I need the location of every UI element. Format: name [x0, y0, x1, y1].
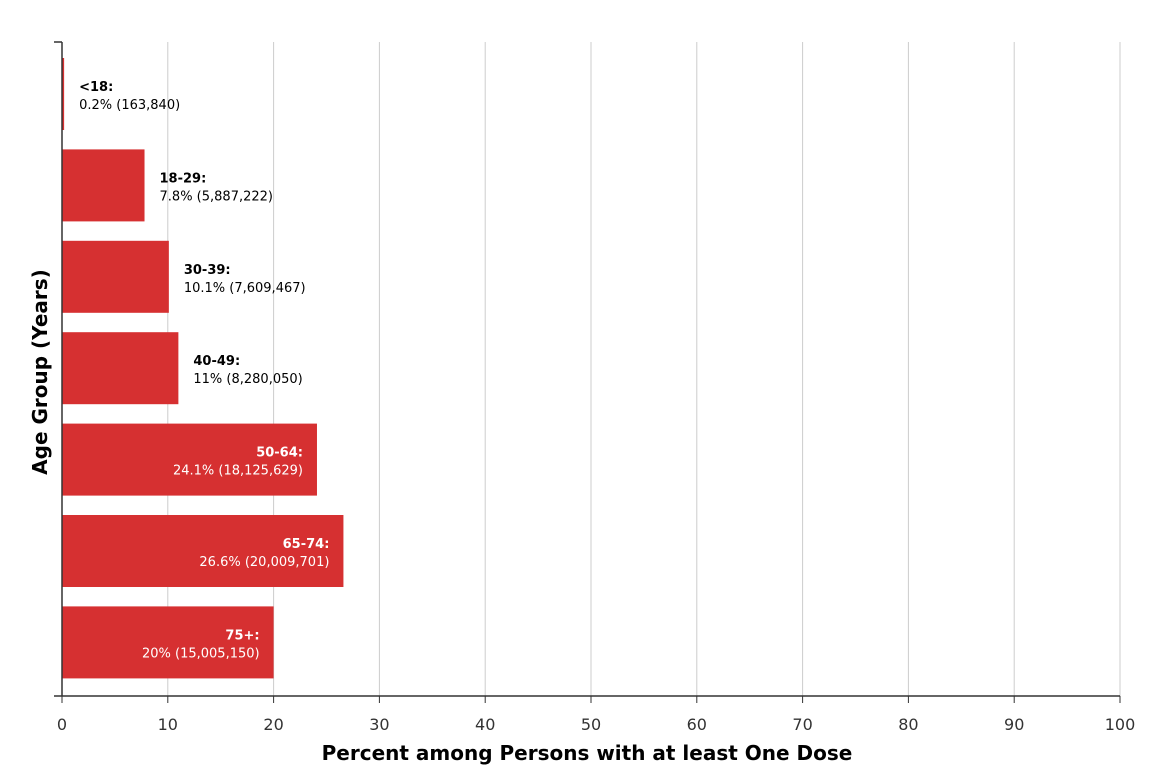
axes-group: 0 10 20 30 40 50 60 70 80 90 100	[54, 41, 1136, 734]
x-tick-label: 50	[581, 715, 601, 734]
y-axis-title: Age Group (Years)	[28, 269, 52, 475]
bar-value-label: 24.1% (18,125,629)	[173, 464, 303, 479]
x-tick-label: 60	[687, 715, 707, 734]
bar	[62, 606, 274, 679]
x-tick-label: 30	[369, 715, 389, 734]
bar-group-label: 40-49:	[193, 354, 240, 369]
x-axis-title: Percent among Persons with at least One …	[322, 741, 853, 765]
bar-value-label: 0.2% (163,840)	[79, 98, 180, 113]
bar-value-label: 7.8% (5,887,222)	[160, 189, 273, 204]
x-tick-label: 80	[898, 715, 918, 734]
x-tick-label: 100	[1105, 715, 1136, 734]
grid-lines	[167, 42, 1121, 696]
bar-group-label: <18:	[79, 80, 113, 95]
x-tick-label: 70	[792, 715, 812, 734]
bar-group-label: 50-64:	[256, 446, 303, 461]
x-tick-label: 20	[263, 715, 283, 734]
bar	[62, 240, 169, 313]
x-tick-label: 0	[57, 715, 67, 734]
bar	[62, 58, 65, 130]
bar-value-label: 10.1% (7,609,467)	[184, 281, 306, 296]
bar-value-label: 20% (15,005,150)	[142, 646, 260, 661]
bar-group-label: 30-39:	[184, 263, 231, 278]
bar-group-label: 18-29:	[160, 171, 207, 186]
bar	[62, 149, 145, 222]
bars-group	[62, 58, 344, 679]
bar-value-label: 26.6% (20,009,701)	[199, 555, 329, 570]
bar	[62, 515, 344, 587]
x-tick-label: 40	[475, 715, 495, 734]
x-tick-label: 10	[158, 715, 178, 734]
bar-value-label: 11% (8,280,050)	[193, 372, 302, 387]
bar-group-label: 65-74:	[283, 537, 330, 552]
x-tick-label: 90	[1004, 715, 1024, 734]
bar	[62, 332, 179, 405]
bar	[62, 423, 317, 496]
bar-group-label: 75+:	[225, 628, 259, 643]
data-labels-group: <18: 0.2% (163,840) 18-29: 7.8% (5,887,222)…	[79, 80, 329, 661]
